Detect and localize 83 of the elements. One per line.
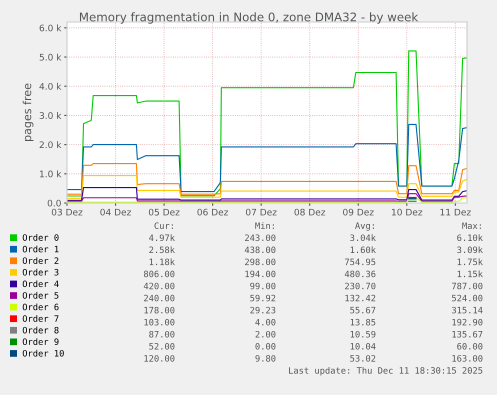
text: 52.00	[149, 343, 174, 350]
text: 524.00	[452, 294, 482, 302]
text: 10.59	[350, 330, 376, 338]
text: 787.00	[452, 282, 482, 290]
y-tick-label: 6.0 k	[40, 24, 62, 32]
y-axis-title: pages free	[22, 84, 34, 141]
text: 298.00	[245, 258, 276, 266]
text: 806.00	[144, 270, 174, 278]
text: 420.00	[144, 282, 174, 290]
text: Max:	[462, 222, 481, 229]
x-tick-label: 05 Dez	[148, 208, 180, 216]
text: 135.67	[452, 330, 482, 338]
text: Min:	[255, 222, 274, 229]
text: 1.75k	[458, 258, 483, 266]
text: 103.00	[144, 318, 174, 326]
text: 87.00	[149, 330, 174, 338]
x-tick-label: 06 Dez	[197, 208, 228, 216]
text: 240.00	[144, 294, 174, 302]
y-tick-label: 3.0 k	[40, 112, 62, 119]
line-series	[67, 163, 467, 195]
text: 754.95	[344, 258, 376, 266]
text: 192.90	[452, 318, 482, 326]
text: 194.00	[245, 270, 276, 278]
text: 132.42	[345, 294, 376, 302]
text: 3.04k	[350, 234, 376, 242]
text: Last update: Thu Dec 11 18:30:15 2025	[289, 366, 482, 376]
line-series	[67, 186, 467, 201]
text: 55.67	[350, 306, 376, 314]
x-tick-label: 11 Dez	[440, 208, 471, 216]
text: Avg:	[355, 222, 374, 231]
text: 60.00	[457, 343, 482, 350]
text: 230.70	[345, 282, 376, 290]
text: 29.23	[250, 306, 276, 314]
y-tick-label: 0.0	[48, 200, 61, 207]
text: 3.09k	[457, 246, 483, 254]
x-tick-label: 03 Dez	[52, 208, 82, 216]
text: 438.00	[244, 246, 276, 254]
y-tick-label: 1.0 k	[40, 170, 62, 178]
text: 243.00	[245, 234, 276, 242]
text: 0.00	[256, 343, 276, 350]
text: 53.02	[350, 355, 376, 362]
line-series	[67, 175, 467, 200]
x-tick-label: 08 Dez	[294, 208, 326, 216]
text: 4.00	[255, 318, 276, 326]
line-series	[67, 124, 467, 192]
chart-title: Memory fragmentation in Node 0, zone DMA32 - by week	[80, 12, 418, 24]
text: 2.00	[256, 330, 276, 338]
text: 315.14	[452, 306, 483, 314]
text: 120.00	[144, 355, 174, 362]
legend-label: Order 1	[22, 246, 59, 252]
text: 99.00	[250, 282, 276, 290]
legend-label: Order 0	[22, 234, 59, 241]
legend-label: Order 9	[22, 338, 59, 346]
legend-label: Order 6	[22, 304, 59, 310]
legend-label: Order 8	[22, 326, 59, 334]
text: 1.18k	[150, 258, 175, 266]
text: 59.92	[250, 294, 276, 302]
y-tick-label: 5.0 k	[40, 54, 62, 61]
legend-label: Order 2	[22, 257, 58, 264]
text: Cur:	[154, 222, 173, 229]
text: 2.58k	[149, 246, 175, 254]
text: 9.80	[255, 355, 276, 362]
x-tick-label: 09 Dez	[343, 208, 374, 216]
text: 178.00	[144, 306, 174, 314]
text: 1.60k	[350, 246, 376, 254]
text: 13.85	[350, 318, 376, 326]
text: 10.04	[350, 343, 376, 350]
legend-label: Order 5	[22, 292, 58, 299]
line-series	[67, 50, 467, 197]
x-tick-label: 07 Dez	[246, 208, 277, 216]
legend-label: Order 10	[22, 350, 64, 357]
y-tick-label: 4.0 k	[39, 82, 62, 90]
text: 6.10k	[457, 234, 483, 242]
text: 163.00	[452, 355, 482, 362]
legend-label: Order 4	[22, 280, 59, 288]
y-tick-label: 2.0 k	[40, 141, 62, 148]
legend-label: Order 7	[22, 315, 58, 322]
text: 1.15k	[458, 270, 483, 278]
x-tick-label: 10 Dez	[392, 208, 422, 216]
text: 480.36	[344, 270, 376, 278]
text: 4.97k	[149, 234, 175, 242]
legend-label: Order 3	[22, 268, 58, 276]
x-tick-label: 04 Dez	[100, 208, 131, 216]
